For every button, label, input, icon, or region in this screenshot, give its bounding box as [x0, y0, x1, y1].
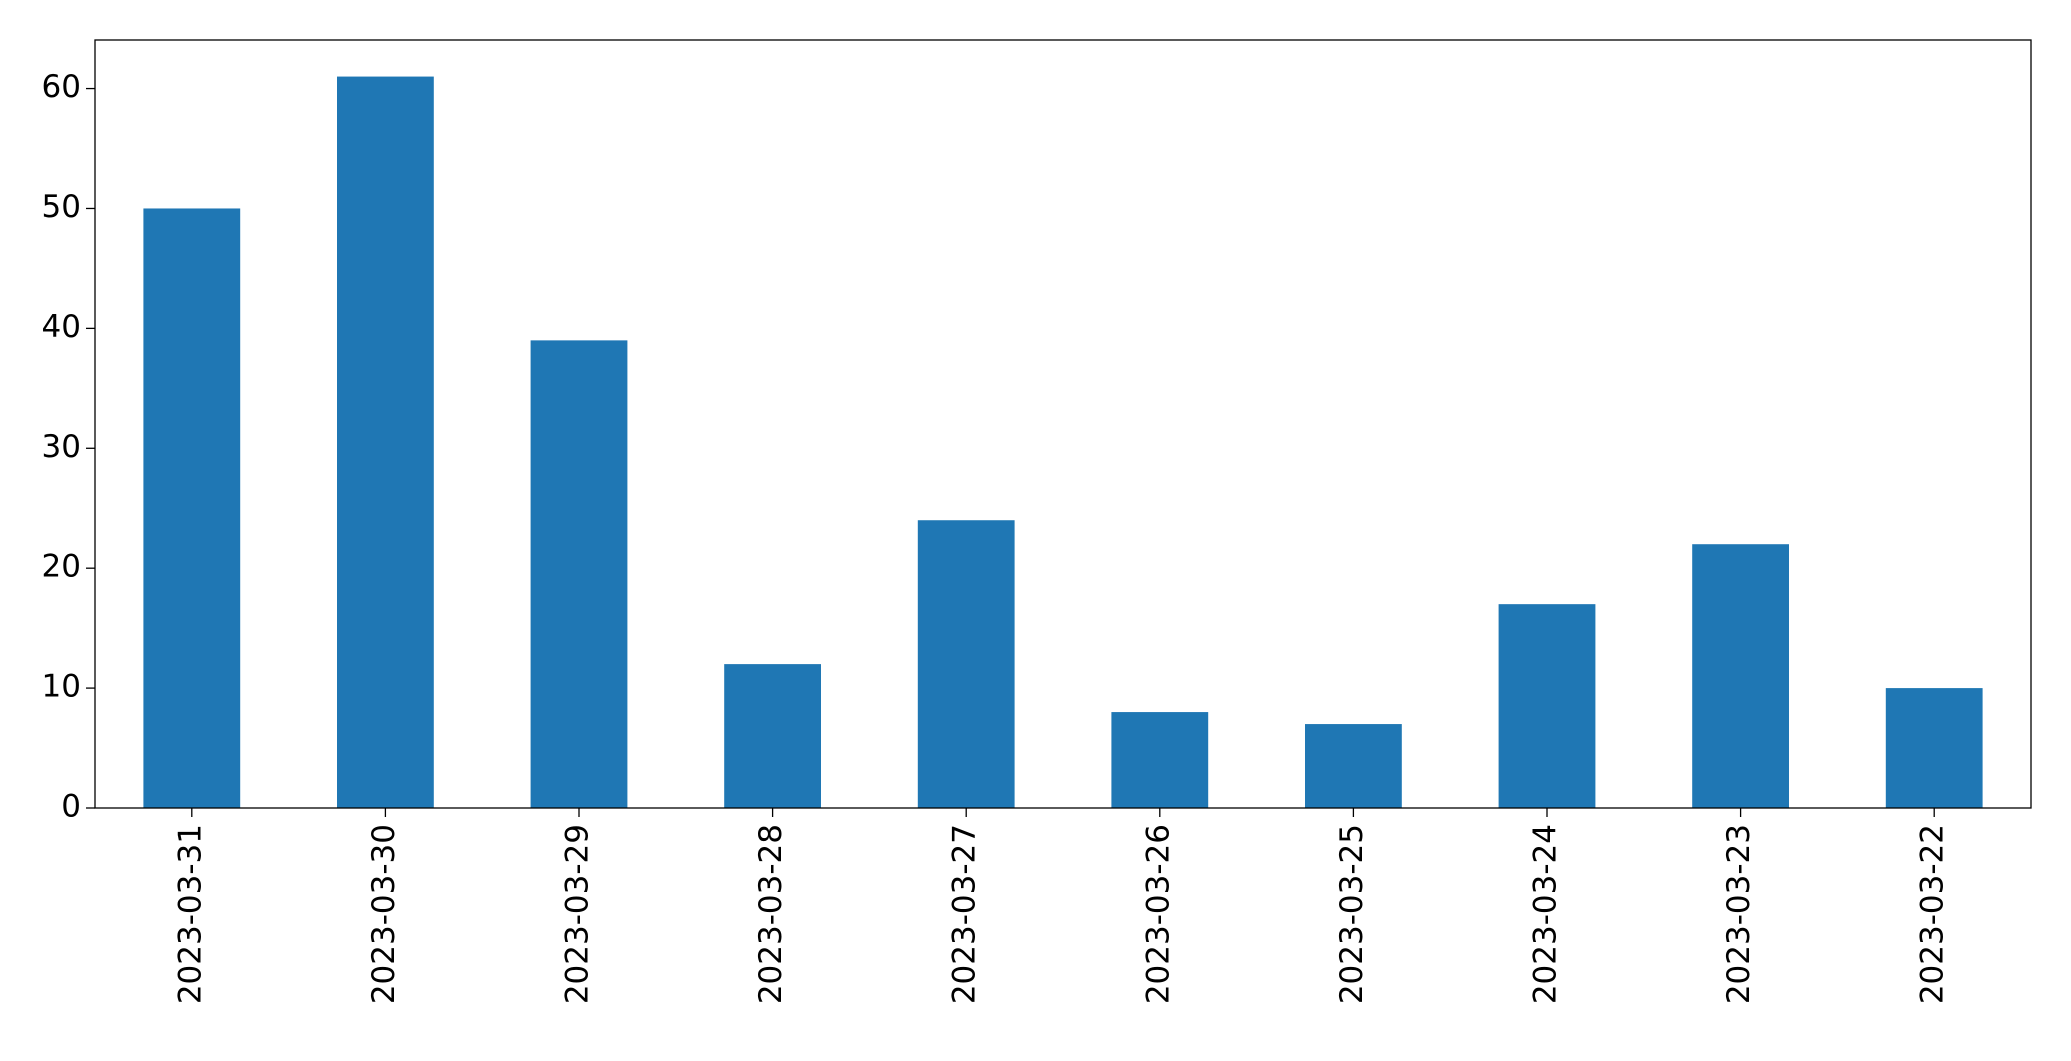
bar	[1692, 544, 1789, 808]
bar	[917, 520, 1015, 808]
x-tick-label: 2023-03-24	[1528, 824, 1564, 1004]
x-tick-label: 2023-03-27	[947, 824, 983, 1004]
x-tick-label: 2023-03-28	[753, 824, 789, 1004]
y-tick-label: 30	[42, 429, 81, 465]
y-tick-label: 60	[42, 69, 81, 105]
x-tick-label: 2023-03-23	[1721, 824, 1757, 1004]
x-tick-label: 2023-03-29	[560, 824, 596, 1004]
bar	[337, 76, 434, 809]
x-tick-label: 2023-03-30	[366, 824, 402, 1004]
x-tick-label: 2023-03-26	[1140, 824, 1176, 1004]
plot-frame	[94, 39, 2032, 809]
x-tick-label: 2023-03-31	[172, 824, 208, 1004]
bar	[1305, 724, 1402, 808]
bar	[530, 340, 628, 808]
y-tick-label: 20	[42, 549, 81, 585]
bar	[143, 208, 241, 808]
x-tick-label: 2023-03-22	[1915, 824, 1951, 1004]
bar	[1111, 712, 1209, 808]
y-tick-label: 50	[42, 189, 81, 225]
y-tick-label: 10	[42, 669, 81, 705]
bar	[724, 664, 821, 808]
y-tick-label: 0	[61, 789, 81, 825]
bar	[1885, 688, 1983, 808]
bar	[1498, 604, 1596, 808]
y-tick-label: 40	[42, 309, 81, 345]
x-tick-label: 2023-03-25	[1334, 824, 1370, 1004]
